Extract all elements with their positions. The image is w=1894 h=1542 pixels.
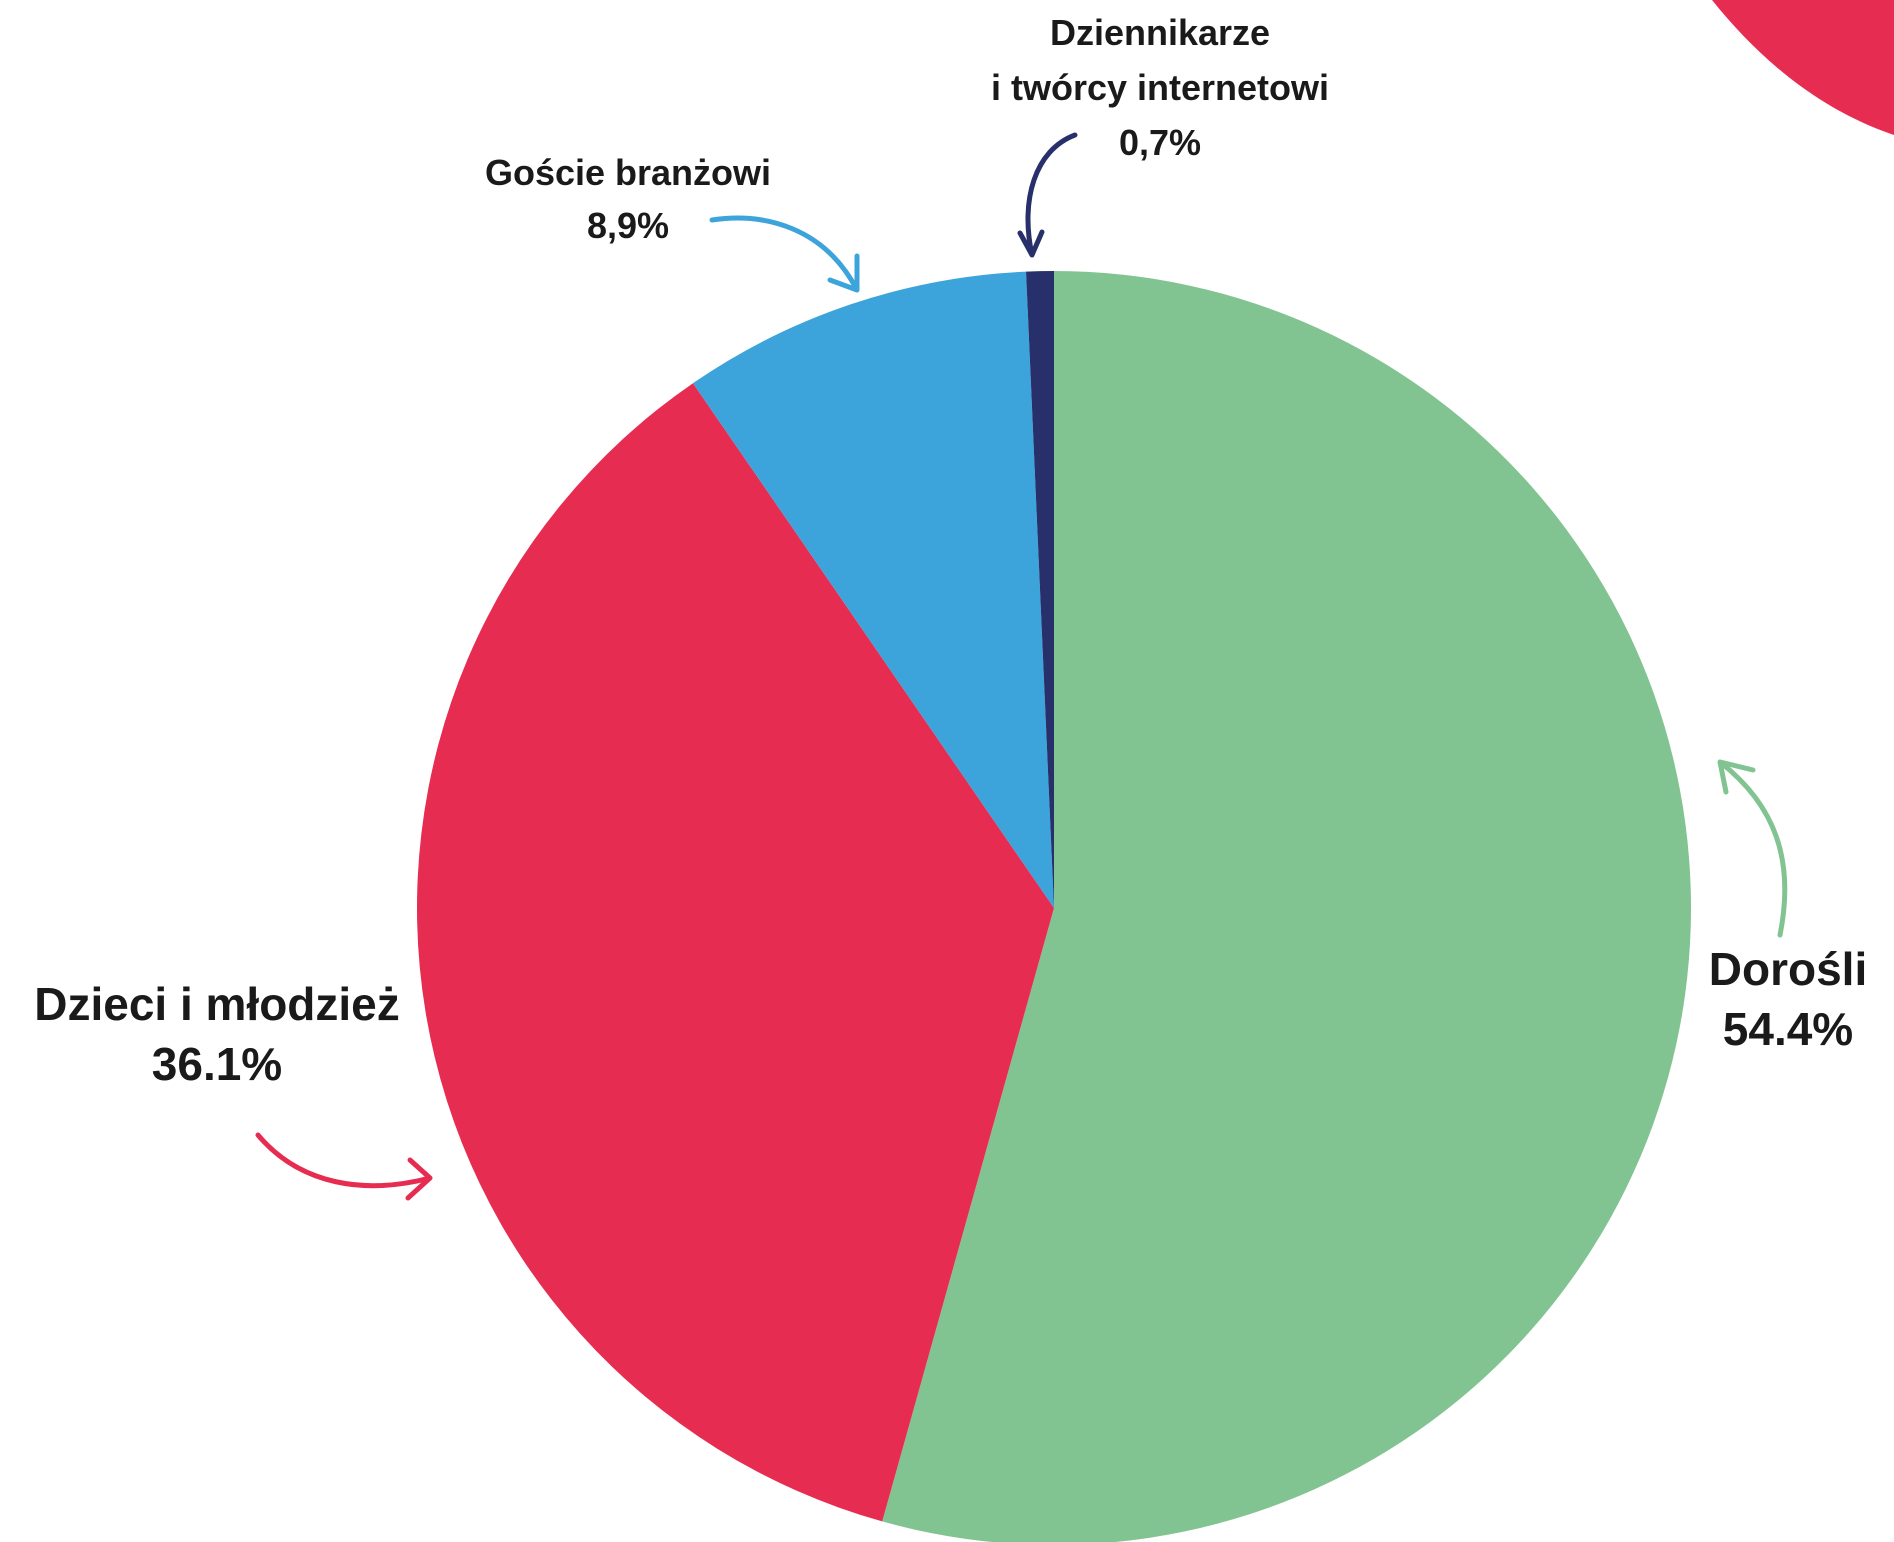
value-dziennikarze: 0,7% (1119, 122, 1201, 163)
decorative-blob (1712, 0, 1894, 135)
slice-dzieci-i-mlodziez (417, 383, 1054, 1522)
arrow-dzieci-i-mlodziez (255, 1132, 433, 1201)
arrow-dziennikarze (1017, 132, 1078, 258)
value-goscie-branzowi: 8,9% (587, 205, 669, 246)
arrow-goscie-branzowi (709, 215, 860, 293)
pie-slices (417, 271, 1691, 1542)
slice-goscie-branzowi (692, 271, 1054, 908)
label-dziennikarze-line2: i twórcy internetowi (991, 67, 1329, 108)
slice-dorosli (882, 271, 1691, 1542)
label-goscie-branzowi: Goście branżowi (485, 152, 771, 193)
slice-dziennikarze (1026, 271, 1054, 908)
label-dzieci-i-mlodziez: Dzieci i młodzież (34, 978, 400, 1030)
label-dorosli: Dorośli (1709, 943, 1867, 995)
value-dorosli: 54.4% (1723, 1003, 1853, 1055)
value-dzieci-i-mlodziez: 36.1% (152, 1038, 282, 1090)
label-dziennikarze-line1: Dziennikarze (1050, 12, 1270, 53)
arrow-dorosli (1717, 759, 1788, 938)
